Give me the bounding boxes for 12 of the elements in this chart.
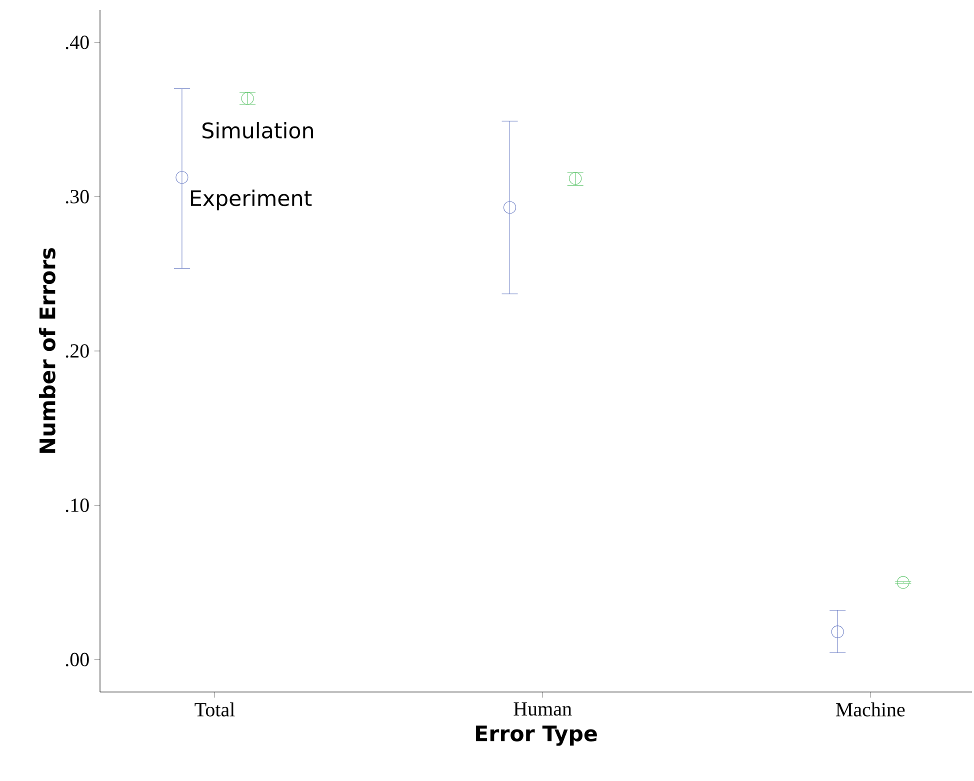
y-tick-label: .10 (66, 498, 89, 512)
y-tick-label: .20 (66, 344, 89, 358)
y-tick-label: .40 (66, 36, 89, 50)
x-tick-label: Total (194, 702, 235, 716)
y-tick-label: .00 (66, 652, 89, 666)
x-tick-label: Machine (836, 702, 905, 716)
series-label: Simulation (202, 122, 313, 139)
x-axis-title: Error Type (476, 726, 597, 746)
series-label: Experiment (190, 190, 312, 210)
y-tick-label: .30 (66, 190, 89, 204)
x-tick-label: Human (514, 702, 572, 716)
y-axis-title: Number of Errors (38, 248, 56, 453)
